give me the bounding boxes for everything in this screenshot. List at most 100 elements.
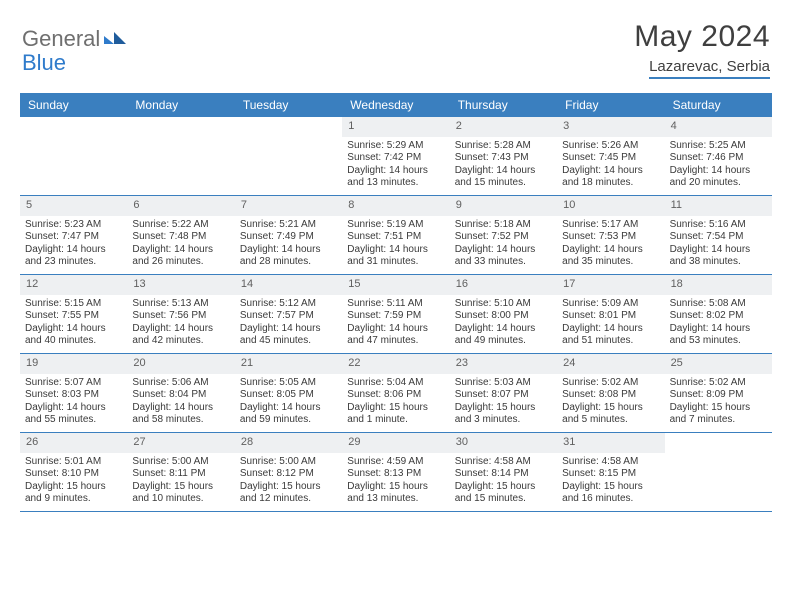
calendar-cell xyxy=(665,433,772,511)
sunset-line: Sunset: 7:53 PM xyxy=(562,231,659,244)
calendar-cell: 6Sunrise: 5:22 AMSunset: 7:48 PMDaylight… xyxy=(127,196,234,274)
day-number: 5 xyxy=(20,196,127,216)
day-info: Sunrise: 5:15 AMSunset: 7:55 PMDaylight:… xyxy=(20,295,127,352)
day-info: Sunrise: 5:16 AMSunset: 7:54 PMDaylight:… xyxy=(665,216,772,273)
sunset-line: Sunset: 7:51 PM xyxy=(347,231,444,244)
sunset-line: Sunset: 7:47 PM xyxy=(25,231,122,244)
weekday-fri: Friday xyxy=(557,93,664,117)
sunset-line: Sunset: 7:56 PM xyxy=(132,310,229,323)
daylight-line: Daylight: 14 hours and 45 minutes. xyxy=(240,323,337,348)
sunrise-line: Sunrise: 5:04 AM xyxy=(347,377,444,390)
sunset-line: Sunset: 7:46 PM xyxy=(670,152,767,165)
sunrise-line: Sunrise: 5:01 AM xyxy=(25,456,122,469)
daylight-line: Daylight: 15 hours and 9 minutes. xyxy=(25,481,122,506)
day-info: Sunrise: 5:07 AMSunset: 8:03 PMDaylight:… xyxy=(20,374,127,431)
title-block: May 2024 Lazarevac, Serbia xyxy=(634,20,770,79)
sunrise-line: Sunrise: 5:09 AM xyxy=(562,298,659,311)
day-info: Sunrise: 5:09 AMSunset: 8:01 PMDaylight:… xyxy=(557,295,664,352)
sunset-line: Sunset: 7:48 PM xyxy=(132,231,229,244)
calendar-cell xyxy=(20,117,127,195)
calendar-cell: 26Sunrise: 5:01 AMSunset: 8:10 PMDayligh… xyxy=(20,433,127,511)
calendar-cell: 25Sunrise: 5:02 AMSunset: 8:09 PMDayligh… xyxy=(665,354,772,432)
calendar-cell: 16Sunrise: 5:10 AMSunset: 8:00 PMDayligh… xyxy=(450,275,557,353)
weekday-header: Sunday Monday Tuesday Wednesday Thursday… xyxy=(20,93,772,117)
daylight-line: Daylight: 14 hours and 18 minutes. xyxy=(562,165,659,190)
sunset-line: Sunset: 7:52 PM xyxy=(455,231,552,244)
day-info: Sunrise: 5:26 AMSunset: 7:45 PMDaylight:… xyxy=(557,137,664,194)
calendar-cell: 22Sunrise: 5:04 AMSunset: 8:06 PMDayligh… xyxy=(342,354,449,432)
day-number: 24 xyxy=(557,354,664,374)
daylight-line: Daylight: 14 hours and 35 minutes. xyxy=(562,244,659,269)
sunrise-line: Sunrise: 5:08 AM xyxy=(670,298,767,311)
calendar-cell: 4Sunrise: 5:25 AMSunset: 7:46 PMDaylight… xyxy=(665,117,772,195)
weekday-tue: Tuesday xyxy=(235,93,342,117)
sunset-line: Sunset: 8:04 PM xyxy=(132,389,229,402)
day-number: 22 xyxy=(342,354,449,374)
calendar-week: 26Sunrise: 5:01 AMSunset: 8:10 PMDayligh… xyxy=(20,433,772,512)
calendar-cell: 5Sunrise: 5:23 AMSunset: 7:47 PMDaylight… xyxy=(20,196,127,274)
logo: General xyxy=(22,20,128,52)
sunrise-line: Sunrise: 5:00 AM xyxy=(240,456,337,469)
daylight-line: Daylight: 14 hours and 51 minutes. xyxy=(562,323,659,348)
daylight-line: Daylight: 14 hours and 58 minutes. xyxy=(132,402,229,427)
sunset-line: Sunset: 8:15 PM xyxy=(562,468,659,481)
daylight-line: Daylight: 14 hours and 40 minutes. xyxy=(25,323,122,348)
daylight-line: Daylight: 15 hours and 10 minutes. xyxy=(132,481,229,506)
calendar-cell: 28Sunrise: 5:00 AMSunset: 8:12 PMDayligh… xyxy=(235,433,342,511)
day-number: 9 xyxy=(450,196,557,216)
daylight-line: Daylight: 15 hours and 12 minutes. xyxy=(240,481,337,506)
day-info: Sunrise: 5:11 AMSunset: 7:59 PMDaylight:… xyxy=(342,295,449,352)
sunrise-line: Sunrise: 5:19 AM xyxy=(347,219,444,232)
daylight-line: Daylight: 14 hours and 49 minutes. xyxy=(455,323,552,348)
sunrise-line: Sunrise: 5:25 AM xyxy=(670,140,767,153)
day-number: 14 xyxy=(235,275,342,295)
calendar-cell xyxy=(235,117,342,195)
day-info: Sunrise: 4:58 AMSunset: 8:14 PMDaylight:… xyxy=(450,453,557,510)
daylight-line: Daylight: 15 hours and 5 minutes. xyxy=(562,402,659,427)
day-info: Sunrise: 4:58 AMSunset: 8:15 PMDaylight:… xyxy=(557,453,664,510)
daylight-line: Daylight: 14 hours and 31 minutes. xyxy=(347,244,444,269)
sunrise-line: Sunrise: 5:18 AM xyxy=(455,219,552,232)
sunrise-line: Sunrise: 4:58 AM xyxy=(455,456,552,469)
sunrise-line: Sunrise: 4:58 AM xyxy=(562,456,659,469)
calendar-week: 19Sunrise: 5:07 AMSunset: 8:03 PMDayligh… xyxy=(20,354,772,433)
sunset-line: Sunset: 8:11 PM xyxy=(132,468,229,481)
sunrise-line: Sunrise: 5:00 AM xyxy=(132,456,229,469)
daylight-line: Daylight: 14 hours and 47 minutes. xyxy=(347,323,444,348)
day-info: Sunrise: 5:18 AMSunset: 7:52 PMDaylight:… xyxy=(450,216,557,273)
sunrise-line: Sunrise: 5:11 AM xyxy=(347,298,444,311)
calendar: Sunday Monday Tuesday Wednesday Thursday… xyxy=(20,93,772,512)
day-number: 16 xyxy=(450,275,557,295)
day-number: 23 xyxy=(450,354,557,374)
sunrise-line: Sunrise: 5:26 AM xyxy=(562,140,659,153)
day-number: 25 xyxy=(665,354,772,374)
logo-text-blue: Blue xyxy=(22,50,66,75)
weekday-mon: Monday xyxy=(127,93,234,117)
calendar-cell: 19Sunrise: 5:07 AMSunset: 8:03 PMDayligh… xyxy=(20,354,127,432)
day-info: Sunrise: 5:02 AMSunset: 8:09 PMDaylight:… xyxy=(665,374,772,431)
logo-sub: Blue xyxy=(22,50,66,76)
daylight-line: Daylight: 14 hours and 38 minutes. xyxy=(670,244,767,269)
daylight-line: Daylight: 14 hours and 28 minutes. xyxy=(240,244,337,269)
daylight-line: Daylight: 14 hours and 55 minutes. xyxy=(25,402,122,427)
sunrise-line: Sunrise: 4:59 AM xyxy=(347,456,444,469)
weekday-wed: Wednesday xyxy=(342,93,449,117)
sunset-line: Sunset: 8:05 PM xyxy=(240,389,337,402)
calendar-cell: 20Sunrise: 5:06 AMSunset: 8:04 PMDayligh… xyxy=(127,354,234,432)
calendar-cell: 18Sunrise: 5:08 AMSunset: 8:02 PMDayligh… xyxy=(665,275,772,353)
sunset-line: Sunset: 7:54 PM xyxy=(670,231,767,244)
sunrise-line: Sunrise: 5:28 AM xyxy=(455,140,552,153)
day-info: Sunrise: 5:17 AMSunset: 7:53 PMDaylight:… xyxy=(557,216,664,273)
day-number: 17 xyxy=(557,275,664,295)
daylight-line: Daylight: 14 hours and 59 minutes. xyxy=(240,402,337,427)
sunrise-line: Sunrise: 5:03 AM xyxy=(455,377,552,390)
daylight-line: Daylight: 14 hours and 42 minutes. xyxy=(132,323,229,348)
day-number: 12 xyxy=(20,275,127,295)
sunset-line: Sunset: 8:06 PM xyxy=(347,389,444,402)
day-number: 27 xyxy=(127,433,234,453)
calendar-cell: 31Sunrise: 4:58 AMSunset: 8:15 PMDayligh… xyxy=(557,433,664,511)
day-info: Sunrise: 5:00 AMSunset: 8:12 PMDaylight:… xyxy=(235,453,342,510)
day-number: 31 xyxy=(557,433,664,453)
day-number: 21 xyxy=(235,354,342,374)
day-number: 3 xyxy=(557,117,664,137)
